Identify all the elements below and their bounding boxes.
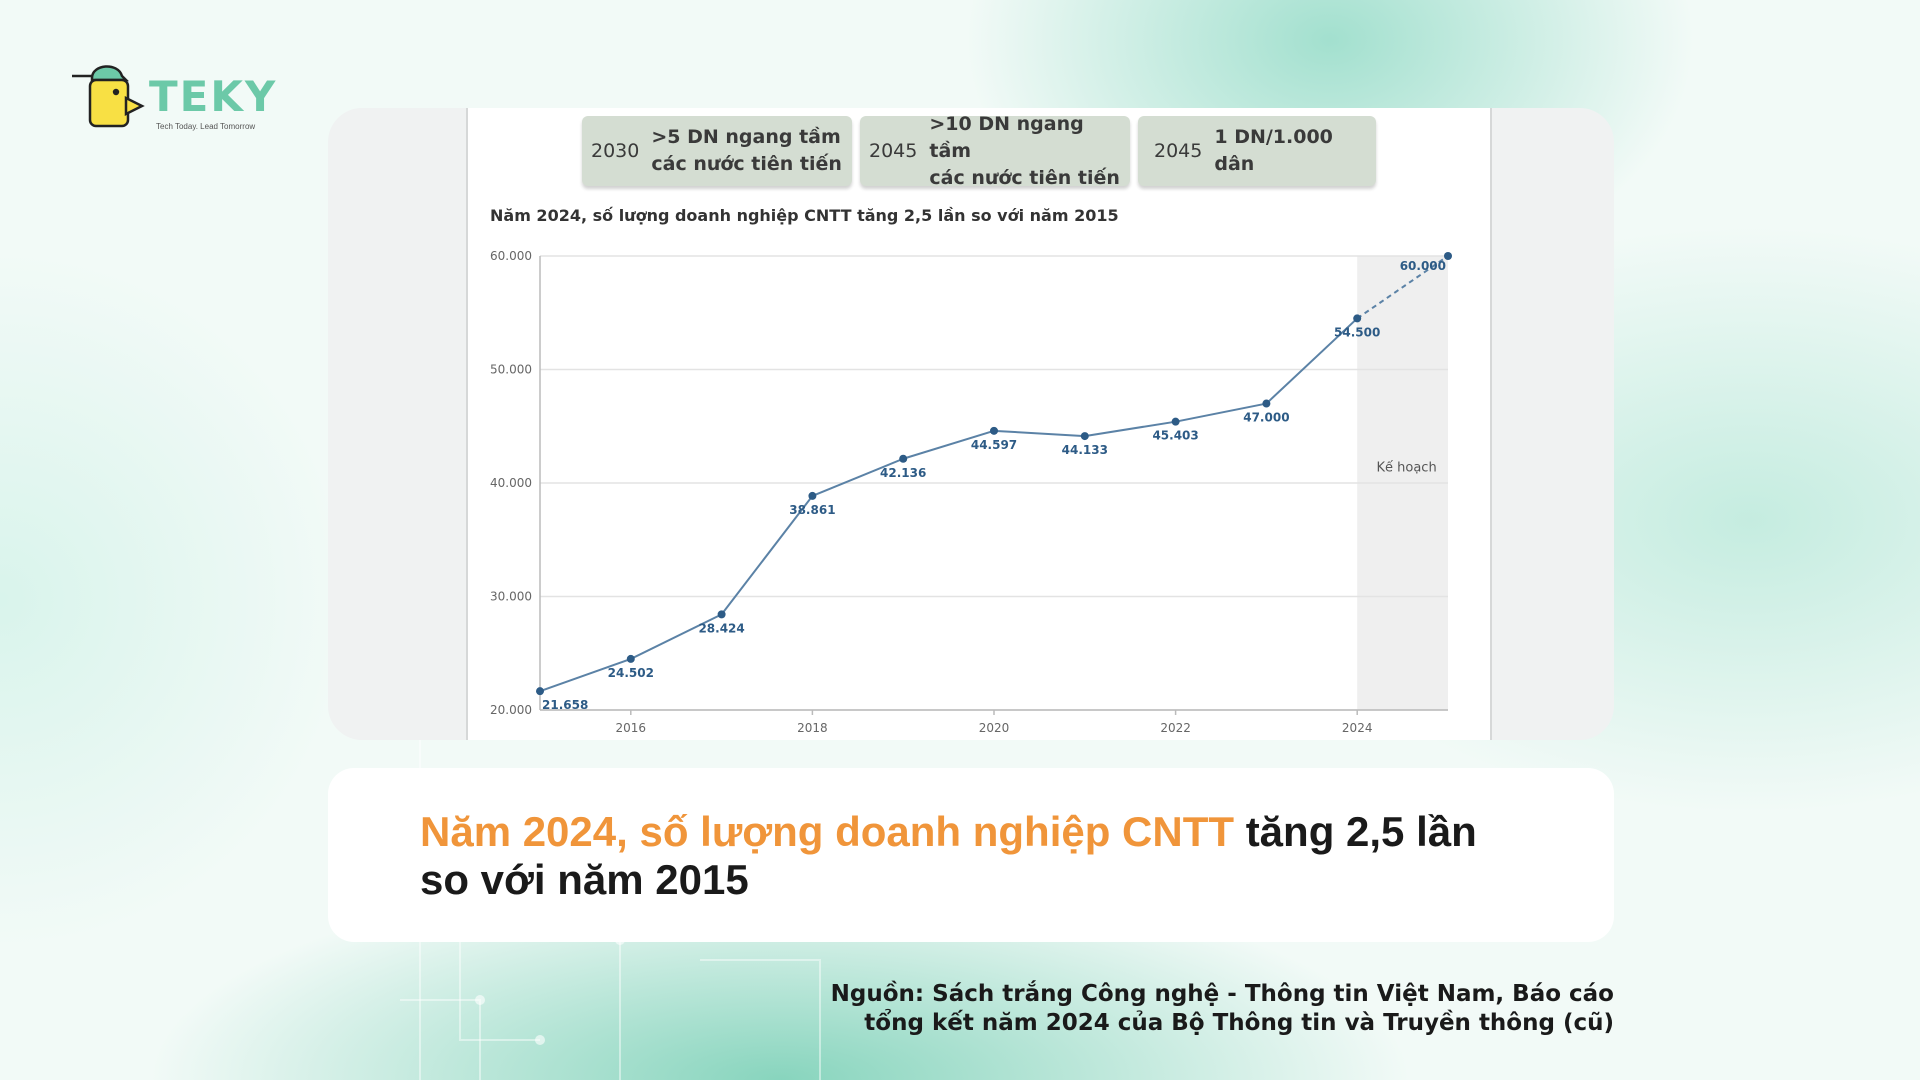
x-tick-label: 2018	[797, 721, 828, 735]
data-point	[808, 491, 817, 500]
series-line-segment	[1084, 420, 1176, 438]
target-text: >5 DN ngang tầm các nước tiên tiến	[651, 126, 842, 175]
data-point	[1080, 432, 1089, 441]
target-pill-2: 2045 >10 DN ngang tầm các nước tiên tiến	[860, 113, 1130, 189]
planned-label: Kế hoạch	[1376, 461, 1436, 476]
target-pill-3: 2045 1 DN/1.000 dân	[1138, 116, 1376, 186]
y-tick-label: 20.000	[490, 703, 532, 717]
x-tick-label: 2024	[1342, 721, 1373, 735]
series-line-segment	[720, 495, 814, 615]
plan-line-segment	[1356, 255, 1449, 320]
data-label: 38.861	[789, 503, 835, 517]
data-point	[899, 454, 908, 463]
target-year: 2045	[869, 140, 918, 162]
headline-accent: Năm 2024, số lượng doanh nghiệp CNTT	[420, 808, 1235, 855]
target-pill-1: 2030 >5 DN ngang tầm các nước tiên tiến	[582, 116, 852, 186]
series-line-segment	[1265, 317, 1358, 405]
x-tick-label: 2022	[1160, 721, 1191, 735]
data-label: 54.500	[1334, 325, 1380, 339]
data-point	[1171, 417, 1180, 426]
target-text: 1 DN/1.000 dân	[1214, 126, 1333, 175]
data-label: 44.133	[1062, 443, 1108, 457]
data-point	[1444, 252, 1452, 260]
x-tick-label: 2016	[616, 721, 647, 735]
data-point	[990, 426, 998, 435]
logo-tagline: Tech Today. Lead Tomorrow	[156, 122, 256, 131]
line-chart: Kế hoạch 20.000 30.000 40.000 50.000 60.000 20…	[490, 249, 1452, 735]
data-label: 21.658	[542, 698, 588, 712]
target-year: 2045	[1154, 140, 1203, 162]
headline-card: Năm 2024, số lượng doanh nghiệp CNTT tăn…	[328, 768, 1614, 942]
series-line-segment	[539, 657, 632, 693]
data-label: 47.000	[1243, 411, 1289, 425]
series-line-segment	[1175, 402, 1267, 423]
series-line-segment	[630, 613, 723, 660]
teky-logo[interactable]: TEKY Tech Today. Lead Tomorrow	[66, 60, 276, 140]
data-point	[626, 654, 635, 663]
y-tick-label: 30.000	[490, 590, 532, 604]
x-tick-label: 2020	[979, 721, 1010, 735]
data-label: 28.424	[698, 621, 744, 635]
chart-card: 2030 >5 DN ngang tầm các nước tiên tiến …	[328, 108, 1614, 740]
source-line-1: Nguồn: Sách trắng Công nghệ - Thông tin …	[830, 981, 1614, 1007]
data-label: 42.136	[880, 466, 926, 480]
chart-title: Năm 2024, số lượng doanh nghiệp CNTT tăn…	[490, 206, 1119, 225]
y-tick-label: 50.000	[490, 363, 532, 377]
series-line-segment	[902, 429, 995, 460]
y-tick-label: 60.000	[490, 249, 532, 263]
headline: Năm 2024, số lượng doanh nghiệp CNTT tăn…	[420, 808, 1500, 904]
duck-mascot-icon	[72, 65, 145, 128]
y-tick-label: 40.000	[490, 476, 532, 490]
data-label: 44.597	[971, 438, 1017, 452]
target-year: 2030	[591, 140, 640, 162]
data-label: 60.000	[1400, 259, 1446, 273]
data-label: 45.403	[1152, 429, 1198, 443]
headline-rest: tăng 2,5 lần so với năm 2015	[420, 808, 1477, 903]
data-point	[536, 687, 544, 696]
data-point	[1262, 399, 1271, 408]
data-label: 24.502	[608, 666, 654, 680]
logo-wordmark: TEKY	[149, 72, 278, 121]
series-line-segment	[993, 429, 1085, 438]
series-line-segment	[812, 457, 904, 497]
chart-panel: 2030 >5 DN ngang tầm các nước tiên tiến …	[466, 108, 1492, 740]
target-text: >10 DN ngang tầm các nước tiên tiến	[929, 112, 1120, 189]
data-point	[717, 610, 726, 619]
data-point	[1353, 314, 1362, 323]
source-note: Nguồn: Sách trắng Công nghệ - Thông tin …	[831, 980, 1614, 1038]
source-line-2: tổng kết năm 2024 của Bộ Thông tin và Tr…	[864, 1010, 1614, 1036]
